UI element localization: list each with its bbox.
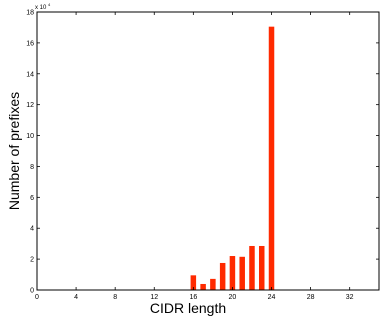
y-tick-label-0: 0 <box>30 288 34 295</box>
bar-cidr-20 <box>229 256 236 290</box>
x-tick-label-32: 32 <box>346 294 354 301</box>
y-tick-label-1: 2 <box>30 257 34 264</box>
x-ticks-group: 0 4 8 12 16 20 24 28 32 <box>35 12 354 301</box>
plot-frame <box>36 11 380 291</box>
x-tick-label-20: 20 <box>229 294 237 301</box>
x-tick-label-12: 12 <box>150 294 158 301</box>
bar-cidr-18 <box>210 278 216 290</box>
x-tick-label-24: 24 <box>268 294 276 301</box>
y-tick-label-9: 18 <box>26 10 34 17</box>
x-tick-label-16: 16 <box>189 294 197 301</box>
bar-cidr-16 <box>190 275 197 290</box>
x-tick-label-28: 28 <box>307 294 315 301</box>
x-tick-label-8: 8 <box>113 294 117 301</box>
bar-cidr-22 <box>249 245 255 290</box>
bars-group <box>112 26 275 291</box>
y-tick-label-2: 4 <box>30 226 34 233</box>
bar-cidr-23 <box>258 245 265 290</box>
y-tick-label-8: 16 <box>26 40 34 47</box>
y-ticks-group: 0 2 4 6 8 10 12 14 16 18 <box>26 10 379 295</box>
x-tick-label-0: 0 <box>35 294 39 301</box>
y-axis-label: Number of prefixes <box>6 92 22 210</box>
x-axis-label: CIDR length <box>150 300 226 316</box>
bar-cidr-21 <box>239 256 245 290</box>
y-tick-label-7: 14 <box>26 71 34 78</box>
y-tick-label-6: 12 <box>26 102 34 109</box>
bar-cidr-17 <box>200 283 206 290</box>
y-tick-label-4: 8 <box>30 164 34 171</box>
y-multiplier-label: x 10 <box>35 5 47 11</box>
x-tick-label-4: 4 <box>74 294 78 301</box>
bar-cidr-24 <box>268 26 275 291</box>
y-multiplier-exponent: 4 <box>48 2 51 7</box>
bar-cidr-19 <box>219 262 226 290</box>
y-tick-label-3: 6 <box>30 195 34 202</box>
y-tick-label-5: 10 <box>26 133 34 140</box>
